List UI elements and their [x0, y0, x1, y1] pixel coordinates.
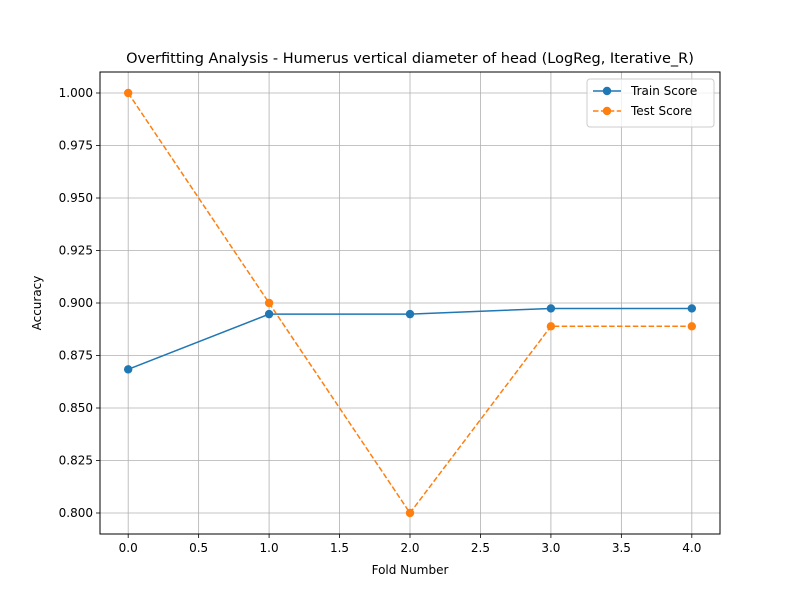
- y-tick-label: 0.800: [59, 506, 93, 520]
- legend: Train Score Test Score: [586, 78, 715, 128]
- x-tick-label: 2.0: [400, 541, 419, 555]
- x-tick-label: 1.0: [260, 541, 279, 555]
- x-tick-label: 0.0: [119, 541, 138, 555]
- series-2-point: [264, 298, 274, 308]
- legend-marker-1: [602, 86, 612, 96]
- x-tick-label: 1.5: [330, 541, 349, 555]
- y-tick-label: 0.825: [59, 454, 93, 468]
- y-tick-label: 0.975: [59, 139, 93, 153]
- series-2-point: [546, 322, 556, 331]
- series-1-point: [123, 365, 133, 374]
- y-tick-label: 0.850: [59, 401, 93, 415]
- y-axis-label: Accuracy: [30, 276, 44, 331]
- y-tick-label: 0.950: [59, 191, 93, 205]
- x-tick-label: 0.5: [189, 541, 208, 555]
- x-axis-label: Fold Number: [372, 563, 449, 577]
- y-tick-label: 0.925: [59, 244, 93, 258]
- chart-title: Overfitting Analysis - Humerus vertical …: [126, 51, 694, 67]
- axis-ticks: 0.0 0.5 1.0 1.5 2.0 2.5 3.0 3.5 4.0 0.800 0.825 0.8…: [59, 86, 702, 555]
- x-tick-label: 3.0: [541, 541, 560, 555]
- series-1-point: [687, 304, 697, 313]
- legend-label-2: Test Score: [630, 104, 692, 118]
- series-layer: [123, 88, 697, 518]
- series-2-point: [405, 508, 415, 518]
- y-tick-label: 1.000: [59, 86, 93, 100]
- legend-marker-2: [602, 106, 612, 116]
- series-1-point: [405, 309, 415, 319]
- series-1-point: [546, 304, 556, 313]
- series-2-point: [123, 88, 133, 98]
- y-tick-label: 0.900: [59, 296, 93, 310]
- legend-label-1: Train Score: [630, 84, 697, 98]
- series-2-point: [687, 322, 697, 331]
- series-1-point: [264, 309, 274, 319]
- x-tick-label: 4.0: [682, 541, 701, 555]
- x-tick-label: 2.5: [471, 541, 490, 555]
- x-tick-label: 3.5: [612, 541, 631, 555]
- grid-lines: [100, 72, 720, 534]
- y-tick-label: 0.875: [59, 349, 93, 363]
